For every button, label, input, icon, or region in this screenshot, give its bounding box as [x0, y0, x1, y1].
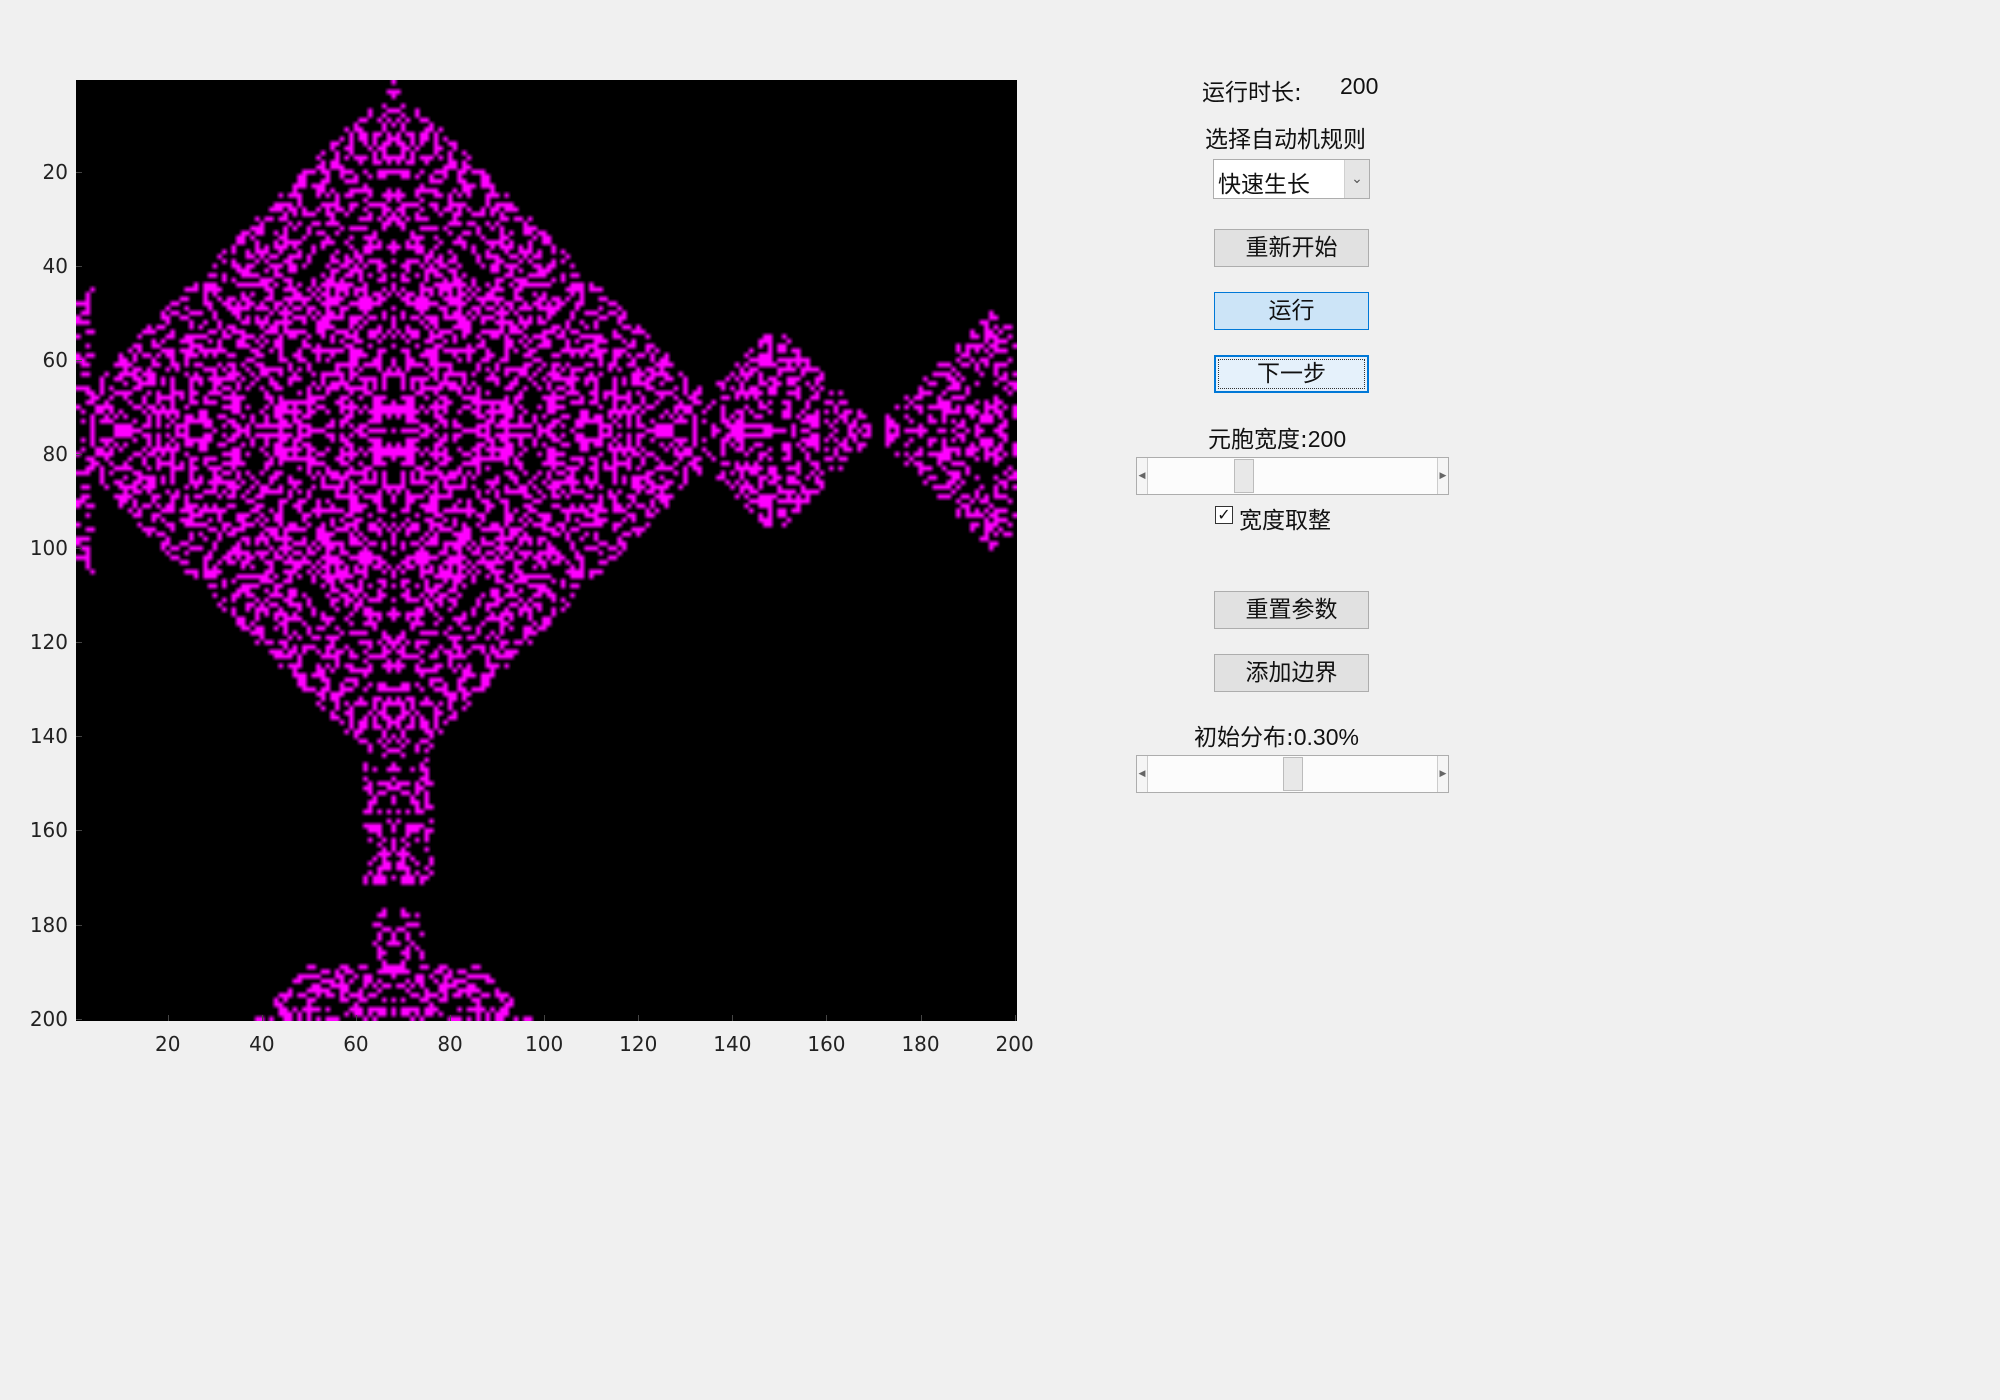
x-tick-mark — [732, 1015, 734, 1021]
y-tick-label: 20 — [42, 159, 68, 184]
slider-right-arrow-icon[interactable]: ▶ — [1437, 458, 1448, 494]
y-tick-label: 40 — [42, 253, 68, 278]
x-tick-mark — [167, 1015, 169, 1021]
y-tick-mark — [76, 171, 82, 173]
x-tick-mark — [450, 1015, 452, 1021]
x-tick-label: 60 — [343, 1032, 369, 1056]
x-tick-label: 160 — [807, 1032, 846, 1056]
rule-select-value: 快速生长 — [1218, 172, 1310, 198]
y-tick-label: 100 — [29, 536, 68, 561]
y-tick-label: 120 — [29, 630, 68, 655]
y-tick-label: 180 — [29, 912, 68, 937]
y-tick-mark — [76, 1018, 82, 1020]
round-width-checkbox[interactable]: ✓ — [1215, 506, 1233, 524]
x-tick-label: 200 — [995, 1032, 1034, 1056]
x-tick-mark — [544, 1015, 546, 1021]
cell-width-label-text: 元胞宽度: — [1208, 427, 1308, 453]
y-tick-label: 140 — [29, 724, 68, 749]
y-tick-mark — [76, 830, 82, 832]
init-dist-label-text: 初始分布: — [1194, 725, 1294, 751]
runtime-label: 运行时长: — [1202, 80, 1302, 106]
next-step-button[interactable]: 下一步 — [1214, 355, 1369, 393]
x-tick-label: 40 — [249, 1032, 275, 1056]
y-tick-label: 160 — [29, 818, 68, 843]
x-tick-label: 120 — [619, 1032, 658, 1056]
init-dist-label: 初始分布:0.30% — [1194, 718, 1359, 752]
x-tick-label: 80 — [437, 1032, 463, 1056]
restart-button[interactable]: 重新开始 — [1214, 229, 1369, 267]
cell-width-value: 200 — [1307, 426, 1347, 452]
automaton-grid-canvas — [76, 80, 1017, 1021]
round-width-label: 宽度取整 — [1239, 508, 1331, 534]
reset-params-button[interactable]: 重置参数 — [1214, 591, 1369, 629]
x-tick-label: 100 — [525, 1032, 564, 1056]
y-tick-label: 200 — [29, 1006, 68, 1031]
y-tick-mark — [76, 265, 82, 267]
y-tick-label: 80 — [42, 442, 68, 467]
x-tick-mark — [355, 1015, 357, 1021]
rule-select[interactable]: 快速生长 ⌄ — [1213, 159, 1370, 199]
y-tick-mark — [76, 736, 82, 738]
rule-label: 选择自动机规则 — [1205, 127, 1366, 153]
x-tick-mark — [920, 1015, 922, 1021]
x-tick-mark — [261, 1015, 263, 1021]
add-border-button[interactable]: 添加边界 — [1214, 654, 1369, 692]
run-button[interactable]: 运行 — [1214, 292, 1369, 330]
chevron-down-icon[interactable]: ⌄ — [1344, 160, 1369, 198]
slider-thumb[interactable] — [1282, 757, 1303, 791]
init-dist-slider[interactable]: ◀ ▶ — [1136, 755, 1449, 793]
cellular-automaton-plot — [76, 80, 1017, 1021]
init-dist-value: 0.30% — [1293, 724, 1359, 750]
cell-width-label: 元胞宽度:200 — [1208, 420, 1346, 454]
slider-thumb[interactable] — [1233, 459, 1254, 493]
x-tick-mark — [826, 1015, 828, 1021]
x-tick-label: 180 — [901, 1032, 940, 1056]
y-tick-mark — [76, 642, 82, 644]
x-tick-mark — [1014, 1015, 1016, 1021]
slider-left-arrow-icon[interactable]: ◀ — [1137, 458, 1148, 494]
slider-right-arrow-icon[interactable]: ▶ — [1437, 756, 1448, 792]
x-tick-label: 20 — [155, 1032, 181, 1056]
x-tick-mark — [638, 1015, 640, 1021]
next-step-label: 下一步 — [1257, 361, 1326, 387]
runtime-value: 200 — [1340, 73, 1379, 99]
x-tick-label: 140 — [713, 1032, 752, 1056]
y-tick-label: 60 — [42, 347, 68, 372]
slider-left-arrow-icon[interactable]: ◀ — [1137, 756, 1148, 792]
y-tick-mark — [76, 548, 82, 550]
y-tick-mark — [76, 454, 82, 456]
cell-width-slider[interactable]: ◀ ▶ — [1136, 457, 1449, 495]
y-tick-mark — [76, 924, 82, 926]
y-tick-mark — [76, 359, 82, 361]
